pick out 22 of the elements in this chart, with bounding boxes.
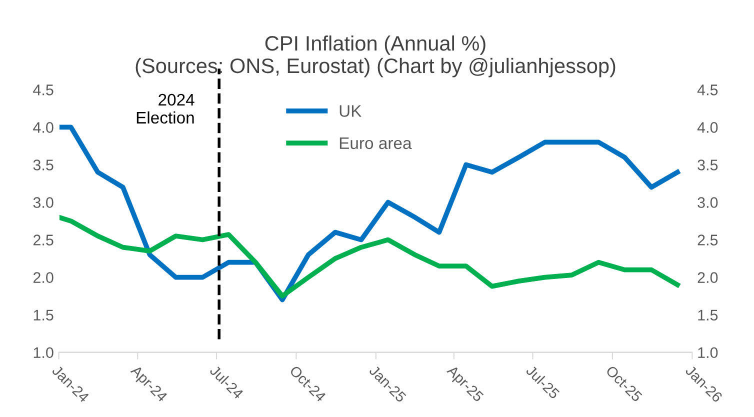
line-series <box>58 124 680 302</box>
y-tick-label: 1.5 <box>34 310 54 321</box>
y-tick-label: 3.5 <box>33 160 54 170</box>
y2-tick-label: 3.0 <box>698 197 718 208</box>
y-tick-label: 1.0 <box>34 347 54 358</box>
chart-title: CPI Inflation (Annual %) (Sources: ONS, Eurostat) (Chart by @julianhjessop) <box>136 35 616 78</box>
y2-tick-label: 3.5 <box>698 160 718 170</box>
legend-label: UK <box>340 105 362 117</box>
y-tick-label: 4.0 <box>33 122 54 133</box>
y2-tick-label: 4.0 <box>697 122 718 133</box>
y2-tick-label: 4.5 <box>697 84 718 96</box>
y-tick-label: 2.5 <box>33 234 54 246</box>
y2-tick-label: 2.5 <box>698 234 718 246</box>
ref-line-label: 2024 Election <box>136 94 194 124</box>
y2-tick-label: 1.5 <box>698 310 718 321</box>
legend-label: Euro area <box>340 137 412 150</box>
y2-tick-label: 2.0 <box>698 272 718 283</box>
y2-tick-label: 1.0 <box>698 347 718 358</box>
line-series <box>58 214 680 298</box>
y-tick-label: 4.5 <box>33 84 54 96</box>
y-tick-label: 2.0 <box>33 272 54 283</box>
y-tick-label: 3.0 <box>33 197 54 208</box>
